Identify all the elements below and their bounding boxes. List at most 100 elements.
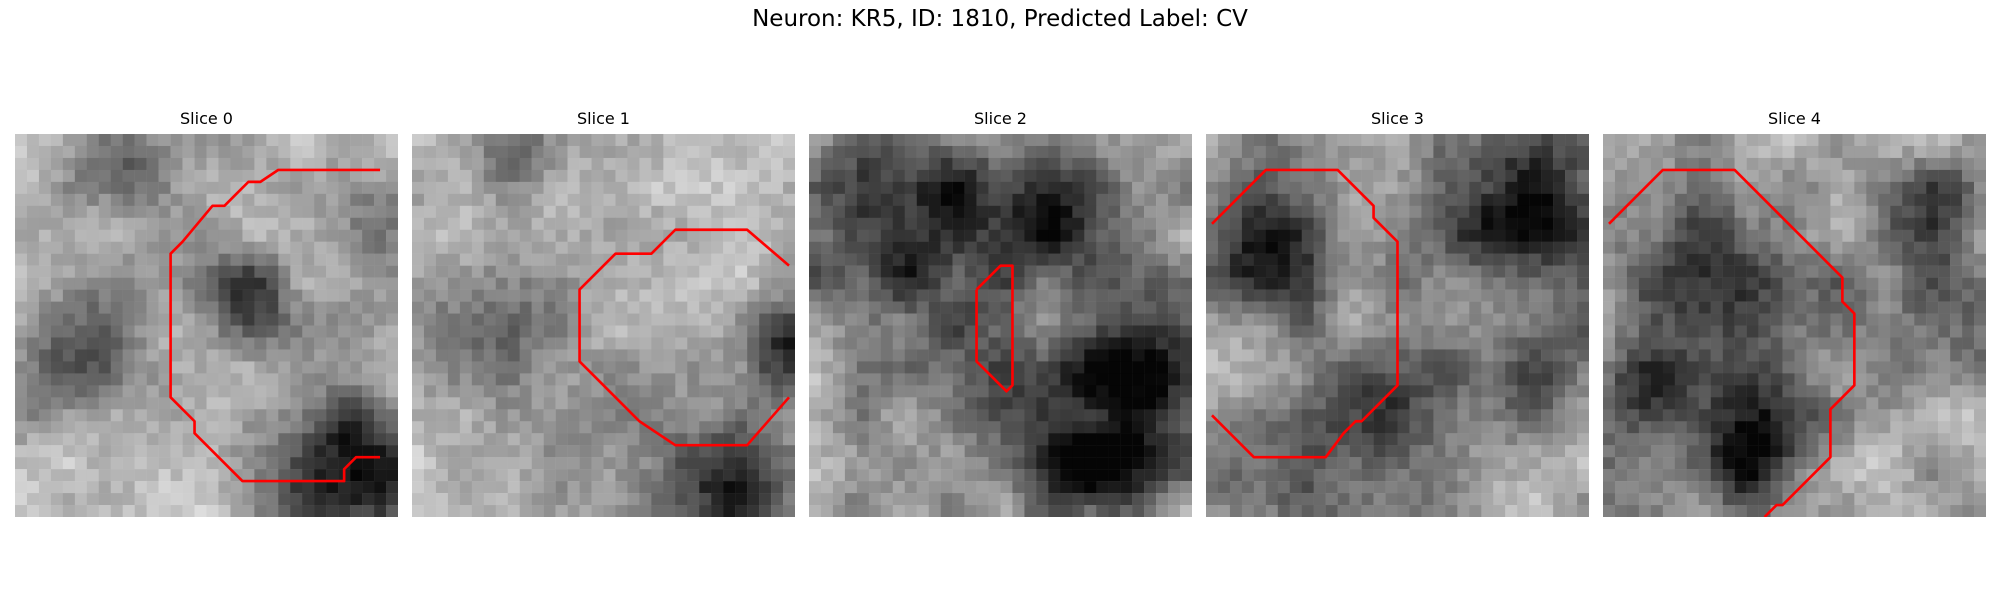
pixel bbox=[1734, 181, 1747, 195]
pixel bbox=[1120, 253, 1133, 266]
pixel bbox=[964, 241, 977, 254]
pixel bbox=[1614, 349, 1628, 362]
pixel bbox=[1156, 349, 1169, 362]
pixel bbox=[1481, 169, 1494, 183]
pixel bbox=[1265, 325, 1279, 338]
pixel bbox=[1493, 193, 1506, 207]
pixel bbox=[146, 397, 159, 410]
pixel bbox=[1144, 325, 1157, 338]
pixel bbox=[1806, 157, 1819, 171]
pixel bbox=[699, 265, 712, 278]
pixel bbox=[1830, 385, 1843, 398]
pixel bbox=[254, 433, 267, 446]
pixel bbox=[278, 157, 291, 171]
pixel bbox=[820, 241, 834, 254]
pixel bbox=[242, 433, 255, 446]
pixel bbox=[1060, 265, 1073, 278]
pixel bbox=[1036, 325, 1049, 338]
pixel bbox=[1265, 134, 1279, 147]
pixel bbox=[1950, 265, 1963, 278]
pixel bbox=[1878, 193, 1891, 207]
pixel bbox=[338, 397, 351, 410]
pixel bbox=[1565, 157, 1578, 171]
pixel bbox=[1926, 205, 1939, 219]
slice-title-0: Slice 0 bbox=[180, 109, 233, 128]
pixel bbox=[350, 433, 363, 446]
pixel bbox=[1842, 277, 1855, 290]
pixel bbox=[735, 134, 748, 147]
pixel bbox=[1541, 145, 1554, 159]
pixel bbox=[1036, 301, 1049, 314]
pixel bbox=[771, 409, 784, 422]
pixel bbox=[254, 253, 267, 266]
pixel bbox=[928, 277, 941, 290]
pixel bbox=[904, 193, 917, 207]
pixel bbox=[290, 181, 303, 195]
pixel bbox=[182, 433, 195, 446]
pixel bbox=[1084, 157, 1097, 171]
pixel bbox=[50, 217, 64, 230]
pixel bbox=[302, 493, 315, 506]
pixel bbox=[675, 145, 688, 159]
pixel bbox=[1024, 301, 1037, 314]
pixel bbox=[326, 277, 339, 290]
pixel bbox=[1866, 265, 1879, 278]
pixel bbox=[1349, 361, 1362, 374]
pixel bbox=[423, 134, 437, 147]
pixel bbox=[1650, 385, 1664, 398]
pixel bbox=[1541, 193, 1554, 207]
pixel bbox=[723, 205, 736, 219]
pixel bbox=[1902, 421, 1915, 434]
pixel bbox=[809, 265, 822, 278]
pixel bbox=[1409, 289, 1422, 302]
pixel bbox=[1794, 349, 1807, 362]
pixel bbox=[435, 289, 449, 302]
pixel bbox=[868, 433, 882, 446]
pixel bbox=[1253, 505, 1267, 517]
pixel bbox=[856, 277, 870, 290]
pixel bbox=[435, 337, 449, 350]
pixel bbox=[663, 217, 676, 230]
pixel bbox=[1217, 433, 1231, 446]
pixel bbox=[1096, 145, 1109, 159]
pixel bbox=[904, 169, 917, 183]
pixel bbox=[1662, 421, 1676, 434]
pixel bbox=[820, 337, 834, 350]
pixel bbox=[1144, 277, 1157, 290]
pixel bbox=[1577, 385, 1589, 398]
pixel bbox=[338, 421, 351, 434]
pixel bbox=[1565, 433, 1578, 446]
pixel bbox=[50, 157, 64, 171]
pixel bbox=[1313, 397, 1326, 410]
pixel bbox=[230, 373, 243, 386]
pixel bbox=[1180, 193, 1192, 207]
pixel bbox=[711, 181, 724, 195]
pixel bbox=[1277, 134, 1291, 147]
pixel bbox=[302, 337, 315, 350]
pixel bbox=[1060, 505, 1073, 517]
pixel bbox=[86, 181, 100, 195]
pixel bbox=[579, 313, 592, 326]
pixel bbox=[266, 301, 279, 314]
pixel bbox=[1493, 433, 1506, 446]
pixel bbox=[1854, 277, 1867, 290]
pixel bbox=[687, 409, 700, 422]
pixel bbox=[1529, 289, 1542, 302]
pixel bbox=[38, 421, 52, 434]
pixel bbox=[1541, 289, 1554, 302]
pixel bbox=[892, 421, 905, 434]
pixel bbox=[146, 493, 159, 506]
pixel bbox=[1854, 181, 1867, 195]
pixel bbox=[988, 481, 1001, 494]
pixel bbox=[639, 493, 652, 506]
pixel bbox=[314, 253, 327, 266]
pixel bbox=[639, 181, 652, 195]
pixel bbox=[1517, 181, 1530, 195]
pixel bbox=[1866, 169, 1879, 183]
pixel bbox=[1000, 313, 1013, 326]
pixel bbox=[1337, 277, 1350, 290]
pixel bbox=[1168, 457, 1181, 470]
pixel bbox=[1818, 325, 1831, 338]
pixel bbox=[314, 205, 327, 219]
pixel bbox=[1926, 409, 1939, 422]
